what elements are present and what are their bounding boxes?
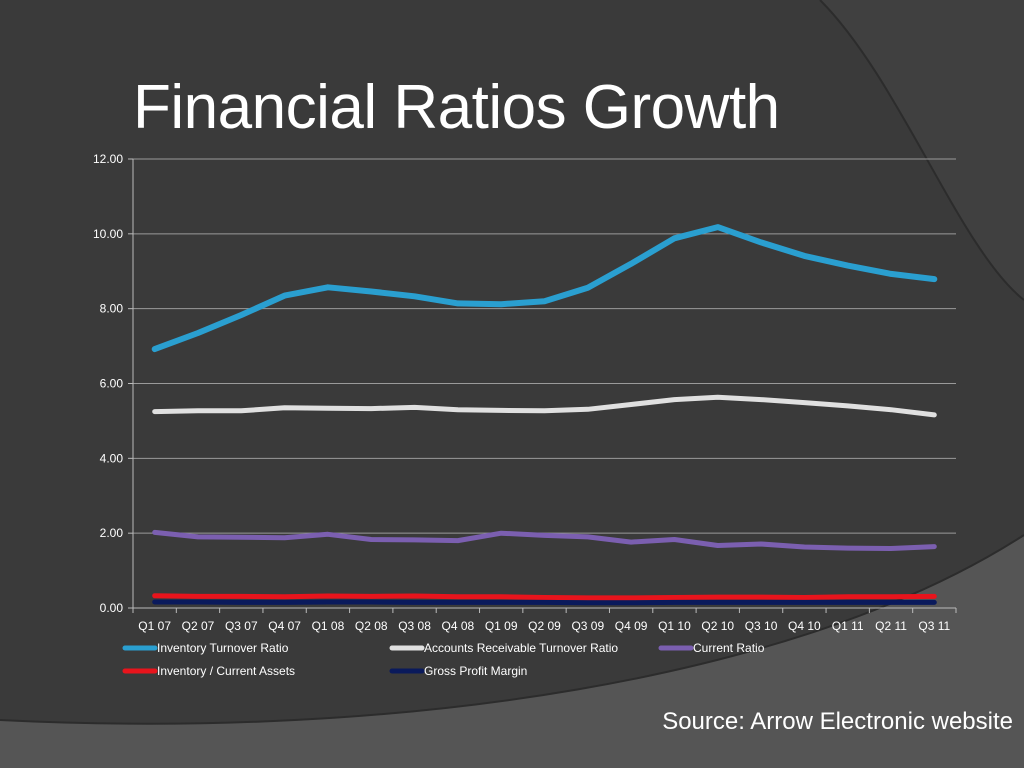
chart-axes [132, 159, 956, 609]
chart-legend: Inventory Turnover Ratio Accounts Receiva… [122, 641, 765, 678]
y-tick-label: 12.00 [93, 152, 123, 166]
y-axis-ticks: 0.00 2.00 4.00 6.00 8.00 10.00 12.00 [93, 152, 133, 615]
x-tick-label: Q4 07 [268, 619, 301, 633]
chart-gridlines [133, 158, 956, 534]
legend-label: Accounts Receivable Turnover Ratio [424, 641, 618, 655]
y-tick-label: 0.00 [100, 601, 124, 615]
legend-label: Inventory / Current Assets [157, 664, 295, 678]
y-tick-label: 2.00 [100, 526, 124, 540]
series-line-5 [152, 599, 937, 606]
chart-series [151, 224, 938, 606]
series-line-4 [152, 593, 937, 601]
x-tick-label: Q3 11 [918, 619, 950, 633]
background-swoosh-bottom [0, 535, 1024, 768]
y-tick-label: 8.00 [100, 302, 124, 316]
x-tick-label: Q1 09 [485, 619, 518, 633]
x-tick-label: Q3 09 [571, 619, 604, 633]
x-tick-label: Q2 08 [355, 619, 388, 633]
x-tick-label: Q3 10 [745, 619, 778, 633]
legend-label: Current Ratio [693, 641, 765, 655]
x-tick-label: Q2 09 [528, 619, 561, 633]
x-tick-label: Q2 07 [182, 619, 215, 633]
x-tick-label: Q1 10 [658, 619, 691, 633]
series-line-2 [152, 394, 937, 418]
series-line-1 [151, 224, 938, 353]
x-tick-label: Q4 10 [788, 619, 821, 633]
y-tick-label: 10.00 [93, 227, 123, 241]
x-tick-label: Q1 08 [312, 619, 345, 633]
x-tick-label: Q4 08 [442, 619, 475, 633]
source-caption: Source: Arrow Electronic website [662, 708, 1013, 735]
x-tick-label: Q1 11 [832, 619, 864, 633]
x-tick-label: Q3 08 [398, 619, 431, 633]
x-tick-label: Q4 09 [615, 619, 648, 633]
x-tick-label: Q2 10 [701, 619, 734, 633]
series-line-3 [152, 529, 937, 551]
slide-title: Financial Ratios Growth [133, 73, 780, 142]
y-tick-label: 4.00 [100, 451, 124, 465]
legend-label: Gross Profit Margin [424, 664, 527, 678]
x-tick-label: Q3 07 [225, 619, 258, 633]
y-tick-label: 6.00 [100, 377, 124, 391]
x-tick-label: Q1 07 [138, 619, 171, 633]
legend-label: Inventory Turnover Ratio [157, 641, 289, 655]
background-curve-bottom [0, 534, 1024, 725]
x-tick-label: Q2 11 [875, 619, 907, 633]
x-axis-ticks: Q1 07 Q2 07 Q3 07 Q4 07 Q1 08 Q2 08 Q3 08 Q4 08… [132, 608, 957, 633]
background-curve-top [819, 0, 1024, 301]
background-swoosh-top [0, 0, 1024, 300]
